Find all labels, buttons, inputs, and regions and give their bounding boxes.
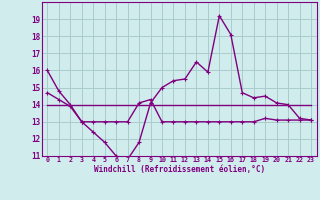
X-axis label: Windchill (Refroidissement éolien,°C): Windchill (Refroidissement éolien,°C) xyxy=(94,165,265,174)
